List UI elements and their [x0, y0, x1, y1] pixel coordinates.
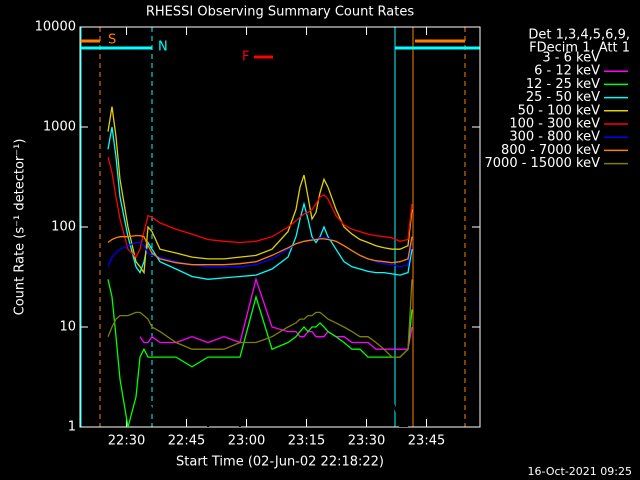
legend-label: 3 - 6 keV [542, 51, 600, 66]
chart-title: RHESSI Observing Summary Count Rates [146, 5, 415, 20]
x-tick-label: 23:30 [348, 434, 385, 449]
legend-label: 300 - 800 keV [509, 130, 600, 145]
footer: 16-Oct-2021 09:25 [528, 465, 632, 478]
series-line [107, 279, 413, 358]
y-tick-label: 1000 [43, 120, 76, 135]
x-tick-label: 23:00 [228, 434, 265, 449]
x-axis-label: Start Time (02-Jun-02 22:18:22) [176, 455, 384, 470]
legend-label: 100 - 300 keV [509, 117, 600, 132]
x-tick-label: 22:45 [168, 434, 205, 449]
legend-label: 50 - 100 keV [518, 103, 601, 118]
legend-title: Det 1,3,4,5,6,9, [528, 28, 630, 43]
legend-label: 7000 - 15000 keV [485, 156, 601, 171]
series-line [107, 279, 413, 427]
series-line [107, 234, 413, 266]
series-line [107, 106, 413, 275]
legend-label: 6 - 12 keV [534, 64, 600, 79]
legend-label: 12 - 25 keV [526, 77, 600, 92]
y-tick-label: 10 [59, 320, 76, 335]
x-tick-label: 23:45 [408, 434, 445, 449]
plot-area [107, 106, 413, 427]
annotation: F [242, 50, 249, 65]
legend-label: 25 - 50 keV [526, 90, 600, 105]
y-axis-label: Count Rate (s⁻¹ detector⁻¹) [13, 139, 28, 316]
annotation: S [108, 33, 116, 48]
y-tick-label: 1 [68, 420, 76, 435]
series-line [127, 356, 408, 427]
legend-label: 800 - 7000 keV [501, 143, 600, 158]
x-tick-label: 23:15 [288, 434, 325, 449]
annotation: N [158, 40, 168, 55]
x-tick-label: 22:30 [108, 434, 145, 449]
legend-title: FDecim 1, Att 1 [529, 41, 630, 56]
y-tick-label: 100 [51, 220, 76, 235]
y-tick-label: 10000 [35, 20, 76, 35]
